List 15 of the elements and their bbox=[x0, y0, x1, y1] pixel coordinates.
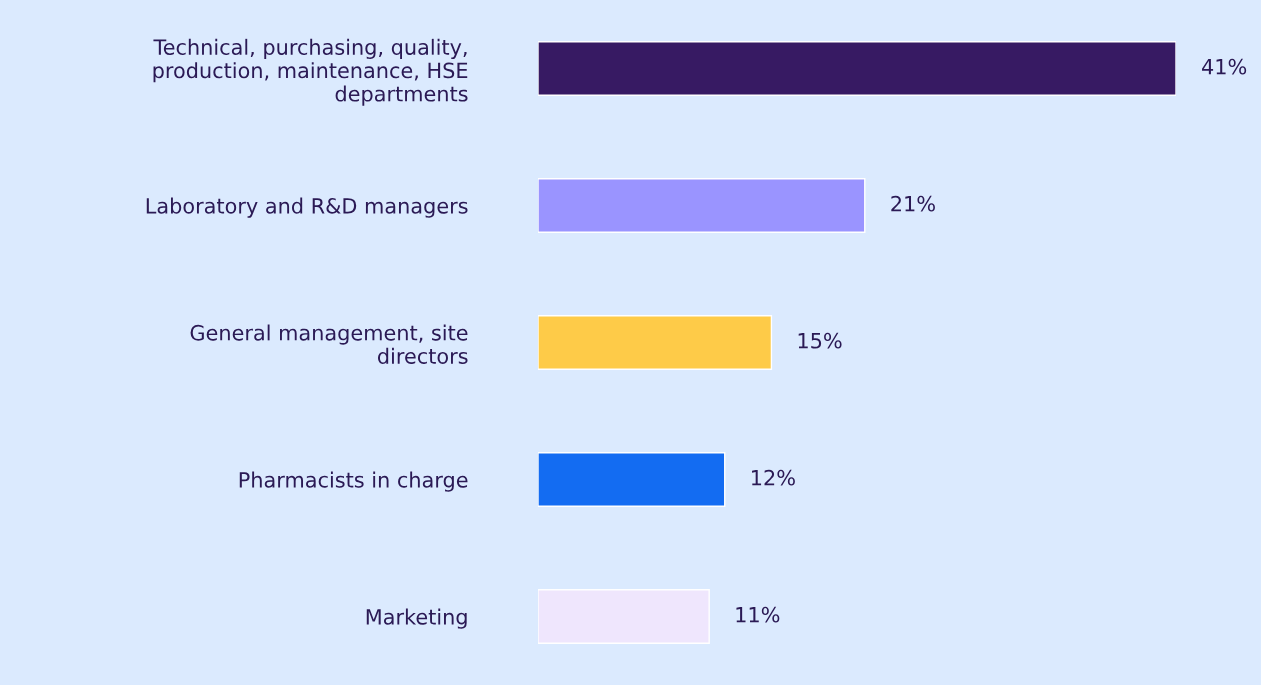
y-tick-label: Pharmacists in charge bbox=[239, 471, 468, 492]
data-label: 11% bbox=[736, 606, 780, 623]
y-tick-label: Technical, purchasing, quality, production, maintenance, HSE departments bbox=[153, 38, 468, 106]
bar bbox=[538, 452, 726, 507]
bar bbox=[538, 315, 773, 370]
data-label: 15% bbox=[798, 332, 842, 349]
y-tick-label: Marketing bbox=[366, 608, 467, 629]
data-label: 41% bbox=[1202, 58, 1247, 75]
bar bbox=[538, 178, 866, 233]
bar bbox=[538, 589, 710, 644]
y-tick-label: General management, site directors bbox=[190, 324, 468, 364]
y-tick-label: Laboratory and R&D managers bbox=[146, 197, 468, 218]
bar bbox=[538, 41, 1176, 96]
data-label: 12% bbox=[752, 469, 795, 486]
data-label: 21% bbox=[891, 195, 935, 212]
